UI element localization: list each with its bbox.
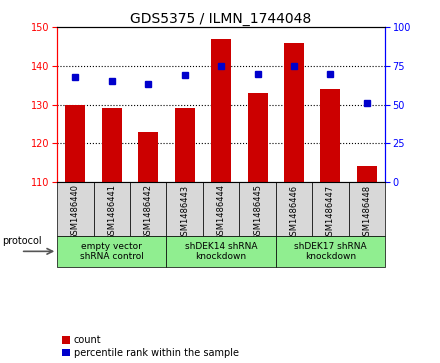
Bar	[66, 105, 85, 182]
Text: shDEK14 shRNA
knockdown: shDEK14 shRNA knockdown	[185, 242, 257, 261]
Bar	[312, 182, 348, 236]
Text: GSM1486446: GSM1486446	[290, 184, 298, 241]
Bar	[203, 182, 239, 236]
Title: GDS5375 / ILMN_1744048: GDS5375 / ILMN_1744048	[131, 12, 312, 26]
Text: empty vector
shRNA control: empty vector shRNA control	[80, 242, 144, 261]
Bar	[94, 182, 130, 236]
Bar	[284, 43, 304, 182]
Text: GSM1486447: GSM1486447	[326, 184, 335, 241]
Bar	[130, 182, 166, 236]
Bar	[102, 109, 122, 182]
Bar	[276, 236, 385, 267]
Bar	[57, 236, 166, 267]
Text: protocol: protocol	[2, 236, 42, 246]
Bar	[211, 39, 231, 182]
Bar	[248, 93, 268, 182]
Bar	[57, 182, 94, 236]
Bar	[166, 182, 203, 236]
Text: GSM1486448: GSM1486448	[362, 184, 371, 241]
Text: GSM1486442: GSM1486442	[144, 184, 153, 241]
Bar	[348, 182, 385, 236]
Bar	[138, 131, 158, 182]
Bar	[166, 236, 276, 267]
Text: GSM1486445: GSM1486445	[253, 184, 262, 241]
Text: shDEK17 shRNA
knockdown: shDEK17 shRNA knockdown	[294, 242, 367, 261]
Bar	[276, 182, 312, 236]
Bar	[175, 109, 194, 182]
Text: GSM1486444: GSM1486444	[216, 184, 226, 241]
Bar	[357, 166, 377, 182]
Bar	[320, 89, 341, 182]
Text: GSM1486440: GSM1486440	[71, 184, 80, 241]
Legend: count, percentile rank within the sample: count, percentile rank within the sample	[62, 335, 239, 358]
Bar	[239, 182, 276, 236]
Text: GSM1486441: GSM1486441	[107, 184, 116, 241]
Text: GSM1486443: GSM1486443	[180, 184, 189, 241]
